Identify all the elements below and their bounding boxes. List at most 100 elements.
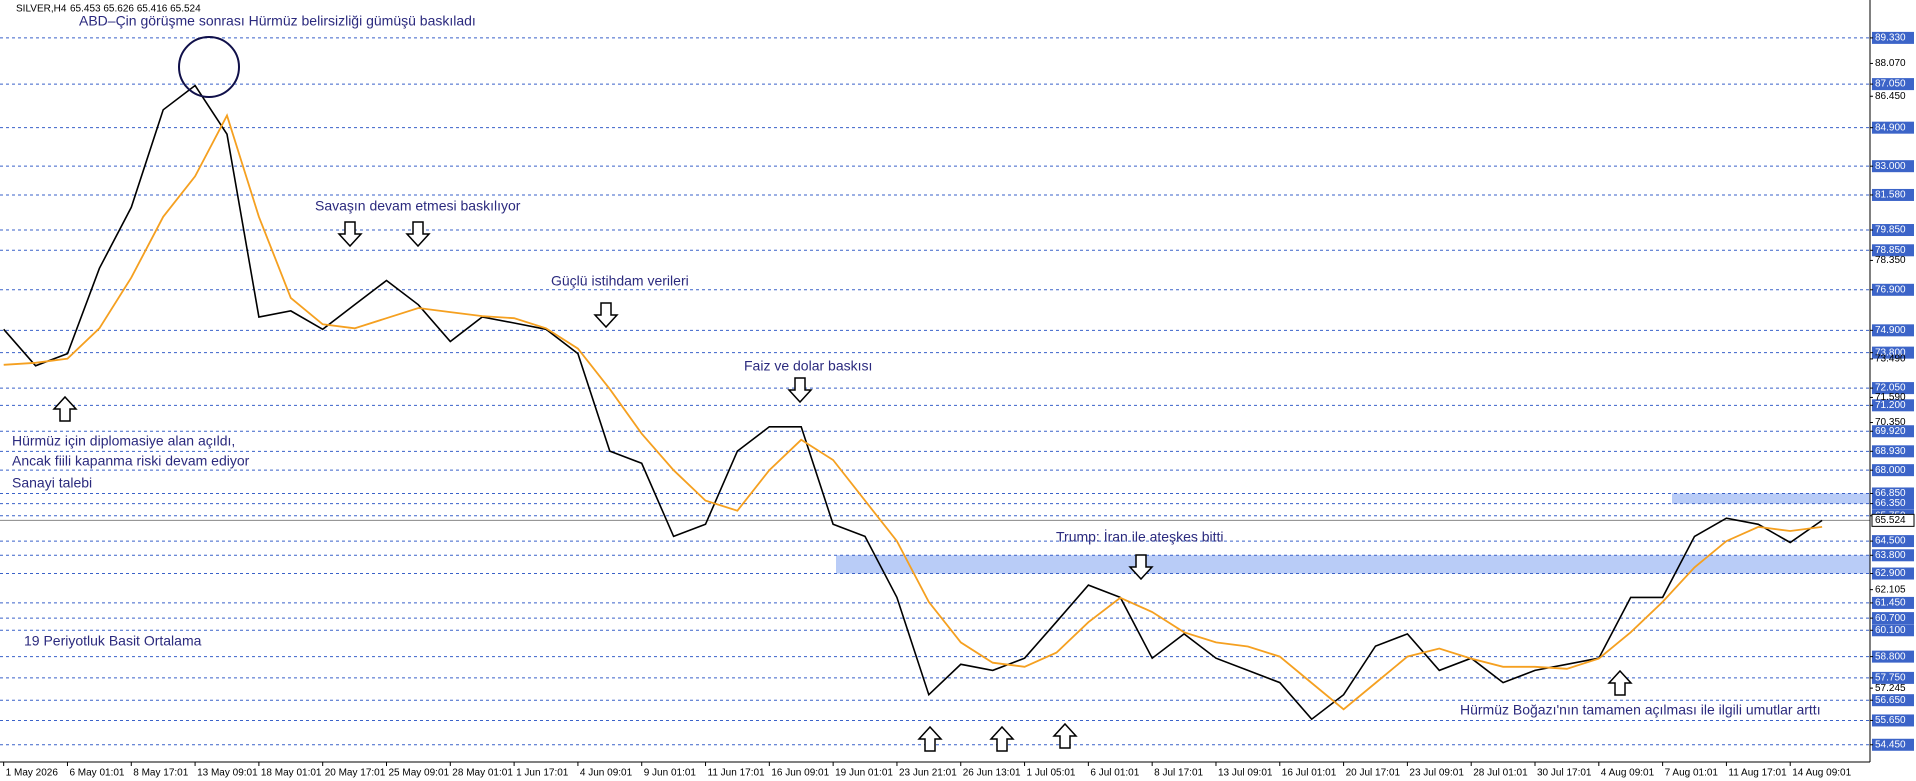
up-arrow: [1607, 669, 1633, 696]
annotation: 19 Periyotluk Basit Ortalama: [24, 633, 202, 649]
x-tick-label: 6 May 01:01: [69, 768, 124, 779]
annotation: Trump: İran ile ateşkes bitti: [1056, 528, 1224, 545]
y-tick-label: 56.650: [1875, 695, 1906, 706]
x-tick-label: 28 May 01:01: [452, 768, 513, 779]
y-tick-label: 73.800: [1875, 347, 1906, 358]
y-tick-label: 54.450: [1875, 739, 1906, 750]
x-tick-label: 20 May 17:01: [325, 768, 386, 779]
y-tick-label-box: [1872, 188, 1914, 201]
y-tick-label-box: [1872, 612, 1914, 625]
x-tick-label: 1 May 2026: [6, 768, 59, 779]
y-minor-tick-label: 62.105: [1875, 584, 1906, 595]
up-arrow: [1052, 722, 1078, 749]
y-tick-label: 83.000: [1875, 161, 1906, 172]
y-tick-label: 68.000: [1875, 465, 1906, 476]
x-tick-label: 11 Aug 17:01: [1728, 768, 1787, 779]
up-arrow: [917, 725, 943, 752]
down-arrow: [593, 302, 619, 329]
x-tick-label: 25 May 09:01: [388, 768, 449, 779]
y-tick-label-box: [1872, 160, 1914, 173]
x-tick-label: 19 Jun 01:01: [835, 768, 893, 779]
y-tick-label-box: [1872, 650, 1914, 663]
y-tick-label: 60.700: [1875, 613, 1906, 624]
price-zone: [1672, 493, 1870, 504]
y-tick-label: 66.850: [1875, 488, 1906, 499]
annotation: Hürmüz için diplomasiye alan açıldı,: [12, 433, 235, 449]
annotation: Ancak fiili kapanma riski devam ediyor: [12, 453, 250, 469]
y-tick-label: 84.900: [1875, 122, 1906, 133]
y-tick-label-box: [1872, 671, 1914, 684]
annotation: Savaşın devam etmesi baskılıyor: [315, 198, 521, 214]
y-tick-label-box: [1872, 549, 1914, 562]
y-tick-label-box: [1872, 425, 1914, 438]
y-minor-tick-label: 86.450: [1875, 91, 1906, 102]
y-tick-label: 68.930: [1875, 446, 1906, 457]
y-minor-tick-label: 70.350: [1875, 417, 1906, 428]
y-tick-label: 57.750: [1875, 673, 1906, 684]
y-tick-label-box: [1872, 399, 1914, 412]
y-tick-label: 60.100: [1875, 625, 1906, 636]
y-minor-tick-label: 88.070: [1875, 58, 1906, 69]
y-tick-label: 81.580: [1875, 190, 1906, 201]
x-tick-label: 28 Jul 01:01: [1473, 768, 1528, 779]
annotation: ABD–Çin görüşme sonrası Hürmüz belirsizl…: [79, 13, 476, 29]
x-tick-label: 23 Jul 09:01: [1409, 768, 1464, 779]
y-tick-label: 78.850: [1875, 245, 1906, 256]
y-tick-label-box: [1872, 567, 1914, 580]
y-tick-label-box: [1872, 535, 1914, 548]
x-tick-label: 1 Jul 05:01: [1027, 768, 1076, 779]
y-tick-label-box: [1872, 738, 1914, 751]
x-tick-label: 4 Jun 09:01: [580, 768, 633, 779]
y-tick-label: 55.650: [1875, 715, 1906, 726]
y-tick-label: 79.850: [1875, 225, 1906, 236]
y-tick-label-box: [1872, 78, 1914, 91]
y-minor-tick-label: 57.245: [1875, 683, 1906, 694]
y-minor-tick-label: 71.590: [1875, 392, 1906, 403]
x-tick-label: 16 Jun 09:01: [771, 768, 829, 779]
x-tick-label: 26 Jun 13:01: [963, 768, 1021, 779]
down-arrow: [787, 377, 813, 404]
x-tick-label: 6 Jul 01:01: [1090, 768, 1139, 779]
x-tick-label: 18 May 01:01: [261, 768, 322, 779]
down-arrow: [405, 221, 431, 248]
annotation: Faiz ve dolar baskısı: [744, 358, 872, 374]
down-arrow: [337, 221, 363, 248]
y-tick-label-box: [1872, 464, 1914, 477]
price-line: [3, 84, 1823, 721]
y-tick-label: 66.350: [1875, 498, 1906, 509]
down-arrow: [1128, 554, 1154, 581]
y-tick-label-box: [1872, 121, 1914, 134]
y-tick-label-box: [1872, 445, 1914, 458]
y-tick-label: 63.800: [1875, 550, 1906, 561]
y-tick-label: 62.900: [1875, 568, 1906, 579]
x-tick-label: 13 Jul 09:01: [1218, 768, 1273, 779]
x-tick-label: 7 Aug 01:01: [1665, 768, 1719, 779]
x-tick-label: 16 Jul 01:01: [1282, 768, 1337, 779]
x-tick-label: 13 May 09:01: [197, 768, 258, 779]
annotation: Hürmüz Boğazı'nın tamamen açılması ile i…: [1460, 702, 1821, 718]
x-tick-label: 30 Jul 17:01: [1537, 768, 1592, 779]
y-tick-label: 87.050: [1875, 79, 1906, 90]
y-tick-label: 72.050: [1875, 383, 1906, 394]
y-minor-tick-label: 78.350: [1875, 255, 1906, 266]
y-minor-tick-label: 73.490: [1875, 354, 1906, 365]
x-tick-label: 9 Jun 01:01: [644, 768, 697, 779]
x-tick-label: 14 Aug 09:01: [1792, 768, 1851, 779]
y-tick-label: 89.330: [1875, 33, 1906, 44]
up-arrow: [989, 725, 1015, 752]
y-tick-label-box: [1872, 324, 1914, 337]
y-tick-label: 61.450: [1875, 598, 1906, 609]
x-tick-label: 8 Jul 17:01: [1154, 768, 1203, 779]
x-tick-label: 1 Jun 17:01: [516, 768, 569, 779]
x-tick-label: 23 Jun 21:01: [899, 768, 957, 779]
y-tick-label-box: [1872, 31, 1914, 44]
x-tick-label: 20 Jul 17:01: [1346, 768, 1401, 779]
highlight-circle: [178, 36, 240, 98]
y-tick-label-box: [1872, 497, 1914, 510]
x-tick-label: 4 Aug 09:01: [1601, 768, 1655, 779]
up-arrow: [52, 395, 78, 422]
y-tick-label-box: [1872, 624, 1914, 637]
x-tick-label: 11 Jun 17:01: [708, 768, 766, 779]
y-tick-label: 69.920: [1875, 426, 1906, 437]
